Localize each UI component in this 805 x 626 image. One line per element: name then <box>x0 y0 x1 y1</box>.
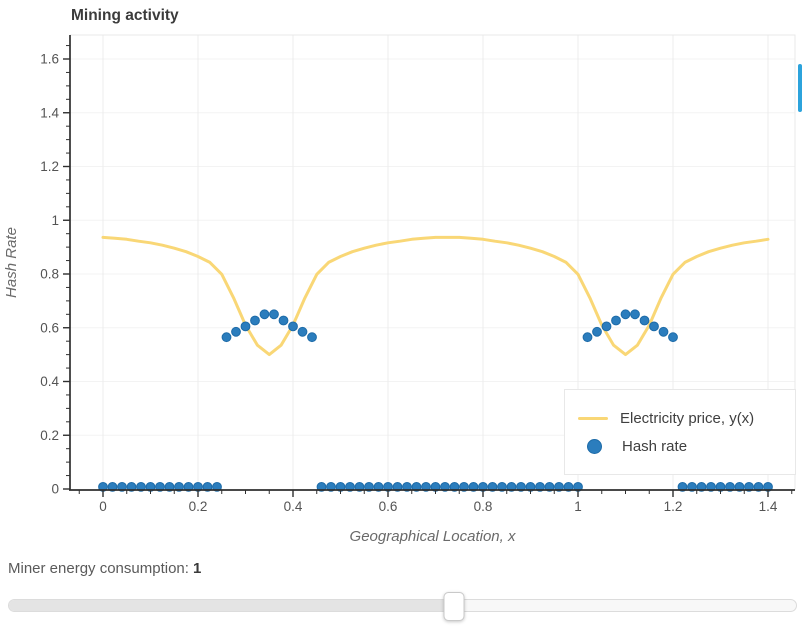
svg-text:1.4: 1.4 <box>40 105 59 120</box>
hash-rate-dot-swatch <box>587 438 602 454</box>
svg-text:1.2: 1.2 <box>664 499 683 514</box>
svg-text:0.6: 0.6 <box>40 320 59 335</box>
legend-row-electricity: Electricity price, y(x) <box>578 410 795 427</box>
svg-text:0.4: 0.4 <box>284 499 303 514</box>
slider-label: Miner energy consumption: 1 <box>8 560 201 577</box>
svg-text:0.2: 0.2 <box>40 428 59 443</box>
svg-text:0: 0 <box>99 499 107 514</box>
y-axis-title: Hash Rate <box>3 227 20 298</box>
slider-track-fill[interactable] <box>9 600 455 611</box>
electricity-line-swatch <box>578 416 608 420</box>
hash-rate-dots <box>98 309 773 492</box>
svg-text:1.4: 1.4 <box>759 499 778 514</box>
svg-text:0.2: 0.2 <box>189 499 208 514</box>
chart-legend: Electricity price, y(x) Hash rate <box>564 389 796 475</box>
svg-text:1: 1 <box>51 213 59 228</box>
axes <box>63 35 795 497</box>
svg-text:0.4: 0.4 <box>40 374 59 389</box>
svg-text:0.8: 0.8 <box>474 499 493 514</box>
tick-labels: 0 0.2 0.4 0.6 0.8 1 1.2 1.4 1.6 0 0.2 0.4 0.6 0.8 1 1.2… <box>40 52 778 515</box>
svg-text:0: 0 <box>51 482 59 497</box>
slider-value: 1 <box>192 560 202 577</box>
slider-label-text: Miner energy consumption: <box>8 560 189 577</box>
scrollbar-thumb[interactable] <box>798 64 802 112</box>
legend-label-electricity: Electricity price, y(x) <box>620 409 755 427</box>
svg-text:1.2: 1.2 <box>40 159 59 174</box>
legend-label-hashrate: Hash rate <box>622 437 688 455</box>
svg-text:1: 1 <box>574 499 582 514</box>
electricity-price-line <box>101 235 770 357</box>
slider-thumb[interactable] <box>443 592 465 621</box>
svg-text:0.8: 0.8 <box>40 267 59 282</box>
legend-row-hashrate: Hash rate <box>578 438 795 455</box>
svg-text:1.6: 1.6 <box>40 52 59 67</box>
chart-title: Mining activity <box>71 7 179 24</box>
mining-activity-chart: 0 0.2 0.4 0.6 0.8 1 1.2 1.4 1.6 0 0.2 0.4 0.6 0.8 1 1.2… <box>3 34 796 545</box>
x-axis-title: Geographical Location, x <box>350 528 516 545</box>
miner-energy-slider[interactable] <box>8 592 797 621</box>
svg-text:0.6: 0.6 <box>379 499 398 514</box>
